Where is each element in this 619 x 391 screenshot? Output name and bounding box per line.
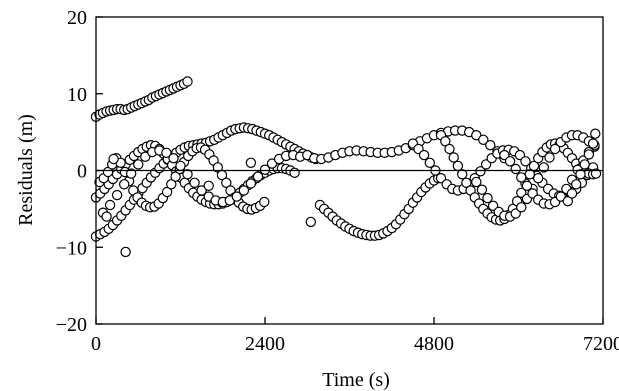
data-point	[510, 163, 521, 175]
data-point	[259, 196, 270, 208]
data-point	[161, 147, 172, 158]
data-point	[221, 177, 232, 188]
y-tick-label: 20	[67, 7, 87, 29]
data-point	[175, 160, 186, 172]
y-tick-label: −10	[56, 237, 87, 259]
x-tick-label: 2400	[245, 333, 285, 355]
data-point	[504, 156, 516, 167]
data-point	[133, 159, 144, 170]
data-point	[189, 177, 200, 188]
y-tick-label: −20	[56, 314, 87, 336]
data-point	[125, 168, 137, 179]
data-point	[203, 180, 214, 191]
x-tick-label: 4800	[414, 333, 454, 355]
data-point	[587, 138, 599, 149]
data-points	[90, 76, 602, 258]
data-point	[461, 177, 472, 188]
data-point	[571, 179, 582, 190]
data-point	[516, 172, 527, 183]
data-point	[452, 160, 464, 172]
data-point	[101, 211, 112, 222]
data-point	[252, 171, 264, 182]
data-point	[457, 169, 468, 180]
data-point	[266, 158, 278, 169]
data-point	[245, 178, 257, 189]
data-point	[444, 143, 455, 155]
data-point	[478, 134, 489, 145]
data-point	[471, 176, 482, 188]
data-point	[111, 189, 123, 201]
data-point	[485, 139, 496, 151]
x-axis-title: Time (s)	[322, 369, 390, 391]
data-point	[182, 169, 193, 180]
data-point	[212, 162, 223, 173]
data-point	[516, 202, 527, 213]
data-point	[259, 164, 271, 175]
data-point	[562, 195, 574, 207]
y-tick-label: 0	[77, 161, 87, 183]
x-tick-label: 7200	[583, 333, 619, 355]
data-point	[424, 157, 435, 168]
data-point	[418, 149, 430, 161]
data-point	[118, 179, 130, 190]
data-point	[575, 169, 586, 180]
data-point	[440, 136, 451, 147]
data-point	[168, 152, 179, 164]
data-point	[448, 152, 459, 163]
data-point	[579, 159, 590, 170]
data-point	[231, 191, 242, 202]
y-tick-label: 10	[67, 84, 87, 106]
data-point	[544, 152, 555, 163]
data-point	[120, 246, 131, 258]
data-point	[305, 216, 316, 228]
data-point	[161, 186, 173, 198]
data-point	[521, 180, 533, 191]
data-point	[289, 167, 300, 178]
data-point	[533, 172, 544, 184]
data-point	[104, 199, 116, 211]
data-point	[482, 192, 493, 204]
data-point	[238, 185, 250, 196]
data-point	[566, 188, 578, 199]
data-point	[166, 179, 177, 190]
data-point	[245, 157, 257, 168]
data-point	[590, 128, 601, 139]
x-tick-label: 0	[91, 333, 101, 355]
data-point	[590, 168, 602, 179]
data-point	[476, 184, 488, 195]
data-point	[182, 76, 193, 87]
data-point	[475, 166, 486, 177]
data-point	[549, 143, 561, 155]
data-point	[538, 162, 550, 173]
y-axis-title-group: Residuals (m)	[15, 114, 37, 226]
data-point	[520, 156, 531, 167]
data-point	[583, 149, 595, 160]
data-point	[108, 153, 119, 165]
data-point	[196, 185, 207, 196]
axis-ticks: 0 2400 4800 7200 −20 −10 0 10 20	[56, 7, 619, 355]
y-axis-title: Residuals (m)	[15, 114, 37, 226]
